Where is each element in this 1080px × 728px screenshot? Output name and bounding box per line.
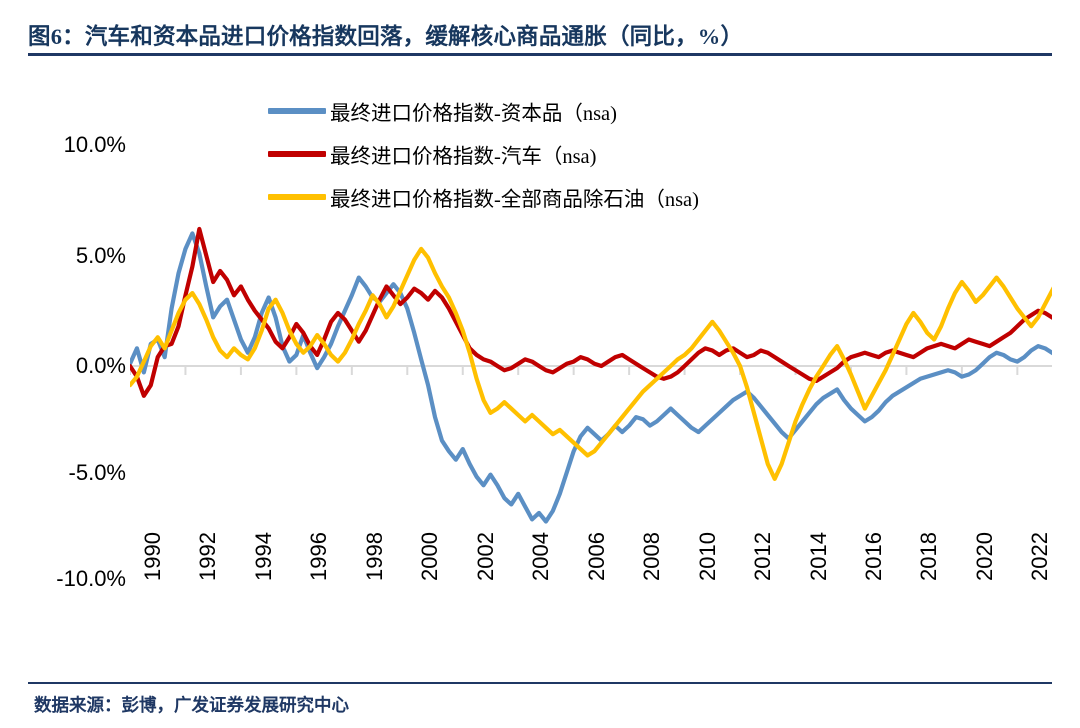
chart-svg bbox=[130, 226, 1052, 524]
legend-item-capital-goods: 最终进口价格指数-资本品（nsa) bbox=[268, 98, 699, 125]
legend-item-ex-petroleum: 最终进口价格指数-全部商品除石油（nsa) bbox=[268, 184, 699, 211]
legend-label-autos: 最终进口价格指数-汽车（nsa) bbox=[330, 146, 597, 168]
figure-header: 图6：汽车和资本品进口价格指数回落，缓解核心商品通胀（同比，%） bbox=[28, 16, 1052, 54]
y-axis: 10.0% 5.0% 0.0% -5.0% -10.0% bbox=[28, 60, 126, 672]
chart-container: 10.0% 5.0% 0.0% -5.0% -10.0% 1990 1992 1994 199… bbox=[28, 60, 1052, 672]
series-line-0 bbox=[130, 231, 1052, 524]
y-tick-label: 0.0% bbox=[75, 353, 126, 378]
y-tick-label: -10.0% bbox=[56, 566, 126, 591]
title-divider bbox=[28, 53, 1052, 56]
series-line-1 bbox=[130, 226, 1052, 398]
footer-divider bbox=[28, 682, 1052, 684]
chart-legend: 最终进口价格指数-资本品（nsa) 最终进口价格指数-汽车（nsa) 最终进口价… bbox=[268, 98, 699, 211]
legend-swatch-autos bbox=[268, 151, 326, 157]
series-line-2 bbox=[130, 246, 1052, 481]
legend-swatch-ex-petroleum bbox=[268, 194, 326, 200]
y-tick-label: -5.0% bbox=[68, 459, 126, 485]
legend-label-ex-petroleum: 最终进口价格指数-全部商品除石油（nsa) bbox=[330, 189, 699, 211]
source-note: 数据来源：彭博，广发证券发展研究中心 bbox=[34, 695, 349, 715]
legend-swatch-capital-goods bbox=[268, 108, 326, 114]
plot-area bbox=[130, 60, 1052, 672]
y-tick-label: 10.0% bbox=[63, 132, 126, 157]
legend-item-autos: 最终进口价格指数-汽车（nsa) bbox=[268, 141, 699, 168]
y-tick-label: 5.0% bbox=[75, 242, 126, 268]
page-title: 图6：汽车和资本品进口价格指数回落，缓解核心商品通胀（同比，%） bbox=[28, 24, 744, 49]
legend-label-capital-goods: 最终进口价格指数-资本品（nsa) bbox=[330, 103, 617, 125]
